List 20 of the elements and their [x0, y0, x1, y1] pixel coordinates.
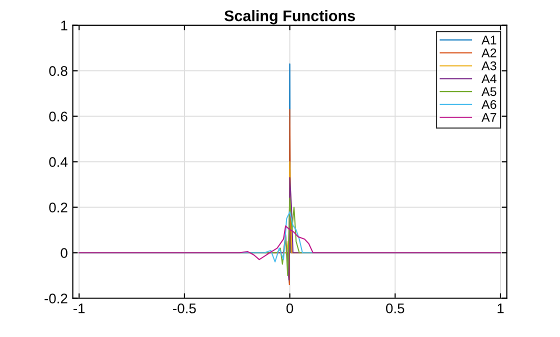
legend-label: A3	[482, 61, 496, 70]
y-tick-label: 0.8	[49, 66, 68, 76]
legend-label: A6	[482, 100, 496, 109]
y-tick-label: 1	[61, 20, 68, 30]
x-tick-label: -1	[74, 304, 85, 314]
y-tick-label: 0.6	[49, 112, 68, 122]
y-tick-label: 0	[60, 248, 68, 258]
legend-label: A5	[482, 87, 496, 96]
x-tick-label: 1	[498, 304, 504, 314]
y-tick-label: 0.2	[49, 202, 68, 212]
legend-label: A4	[482, 74, 496, 84]
legend-label: A7	[482, 113, 496, 122]
chart-title: Scaling Functions	[224, 10, 355, 24]
x-tick-label: 0.5	[386, 303, 404, 314]
legend-label: A1	[482, 36, 496, 44]
y-tick-label: -0.2	[44, 294, 68, 304]
x-tick-label: -0.5	[173, 303, 196, 314]
x-tick-label: 0	[286, 303, 294, 314]
y-tick-label: 0.4	[49, 157, 68, 167]
legend-label: A2	[482, 48, 496, 58]
